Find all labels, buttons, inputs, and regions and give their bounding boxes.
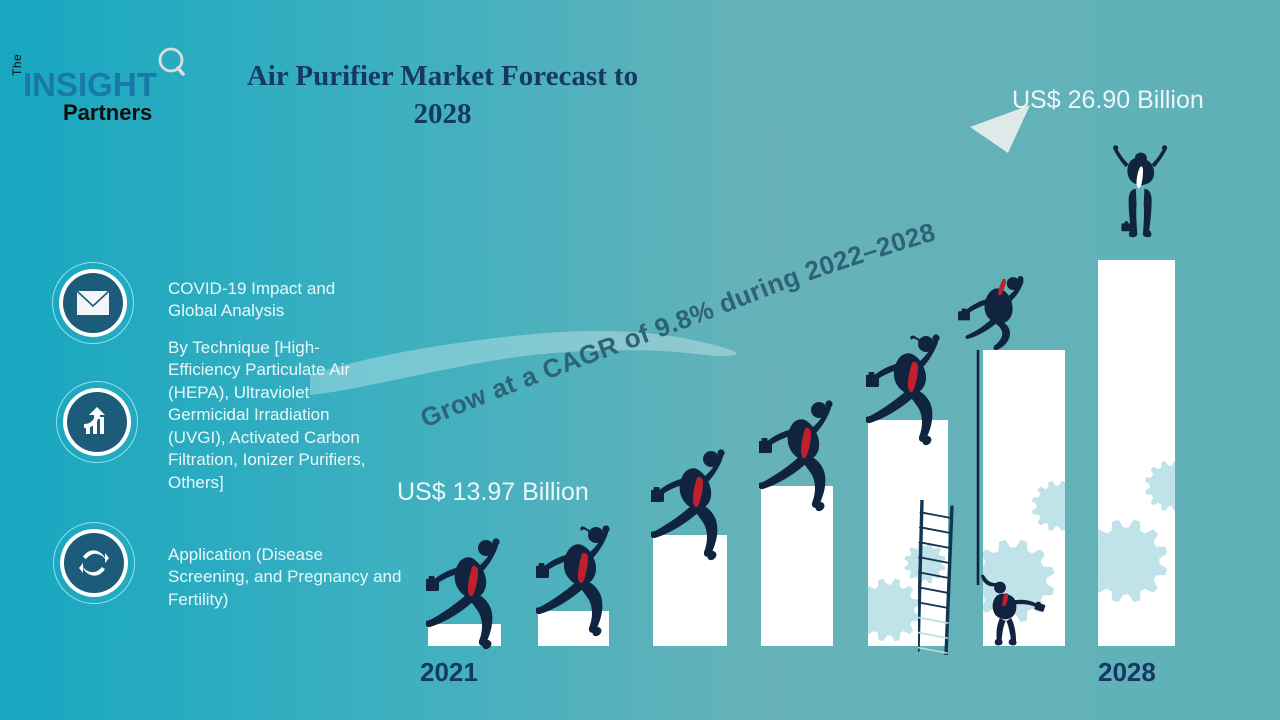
svg-text:Grow at a CAGR of 9.8% during: Grow at a CAGR of 9.8% during 2022–2028 (416, 217, 939, 434)
